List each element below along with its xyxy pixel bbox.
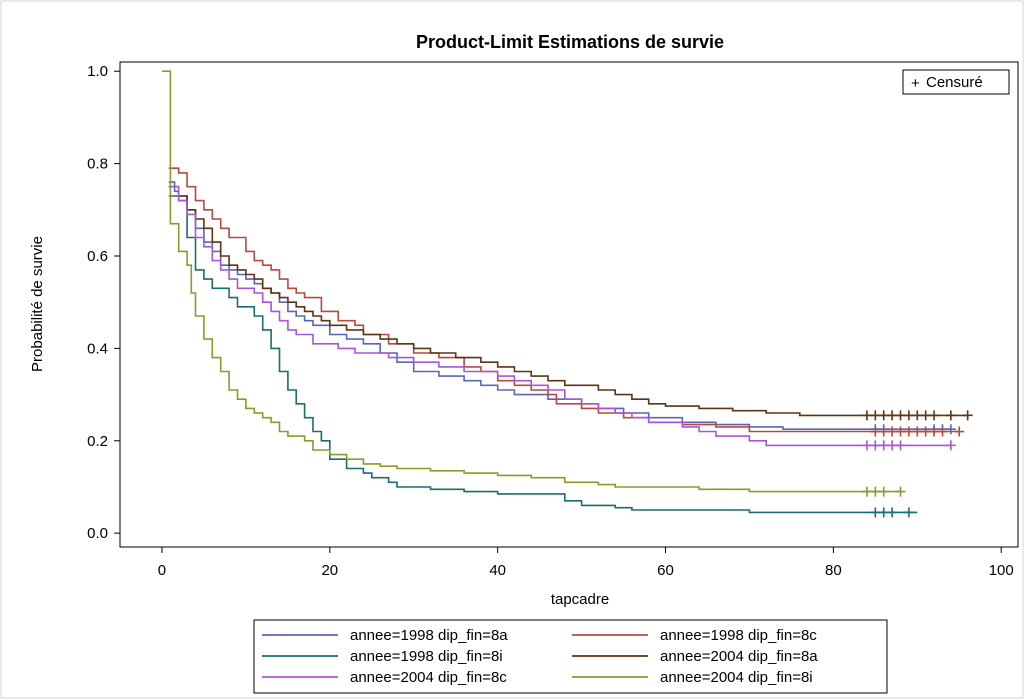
censor-mark	[861, 440, 872, 451]
x-tick-label: 20	[321, 562, 338, 579]
censor-mark	[878, 440, 889, 451]
x-axis-label: tapcadre	[551, 591, 609, 608]
x-axis: 0 20 40 60 80 100	[158, 547, 1014, 579]
censor-mark	[937, 426, 948, 437]
x-tick-label: 60	[657, 562, 674, 579]
series-line	[168, 167, 960, 433]
censor-mark	[861, 410, 872, 421]
censor-mark	[887, 410, 898, 421]
series-layer	[162, 70, 973, 518]
censor-mark	[945, 424, 956, 435]
series-5	[168, 185, 956, 451]
x-tick-label: 80	[825, 562, 842, 579]
legend-box	[253, 619, 888, 694]
censor-mark	[887, 507, 898, 518]
censor-mark	[878, 486, 889, 497]
x-tick-label: 0	[158, 562, 166, 579]
legend-label: annee=1998 dip_fin=8c	[660, 627, 817, 644]
censor-mark	[870, 486, 881, 497]
y-tick-label: 0.6	[87, 248, 108, 265]
legend-label: annee=1998 dip_fin=8a	[350, 627, 508, 644]
series-4	[168, 185, 973, 421]
series-line	[168, 185, 968, 417]
censor-mark	[861, 486, 872, 497]
censor-mark	[870, 426, 881, 437]
y-tick-label: 0.0	[87, 525, 108, 542]
censor-mark	[895, 410, 906, 421]
y-axis: 0.0 0.2 0.4 0.6 0.8 1.0	[87, 63, 120, 542]
series-line	[162, 70, 901, 493]
series-6	[162, 70, 906, 497]
legend: annee=1998 dip_fin=8a annee=1998 dip_fin=…	[253, 619, 888, 694]
series-2	[168, 167, 965, 437]
chart-title: Product-Limit Estimations de survie	[416, 32, 724, 52]
censor-mark	[895, 440, 906, 451]
y-tick-label: 0.8	[87, 156, 108, 173]
series-line	[168, 185, 951, 447]
censor-mark	[878, 426, 889, 437]
censor-mark	[945, 440, 956, 451]
censor-legend: + Censuré	[902, 69, 1010, 95]
censor-mark	[870, 410, 881, 421]
censor-mark	[954, 426, 965, 437]
censor-mark	[920, 426, 931, 437]
series-line	[168, 195, 918, 514]
censor-mark	[887, 440, 898, 451]
censor-legend-symbol: +	[911, 75, 920, 92]
plot-frame	[119, 61, 1019, 548]
censor-mark	[912, 410, 923, 421]
censor-mark	[895, 426, 906, 437]
legend-label: annee=2004 dip_fin=8i	[660, 669, 813, 686]
censor-legend-label: Censuré	[926, 74, 983, 91]
censor-mark	[895, 486, 906, 497]
censor-mark	[903, 426, 914, 437]
censor-mark	[962, 410, 973, 421]
censor-mark	[870, 440, 881, 451]
x-tick-label: 40	[489, 562, 506, 579]
censor-mark	[929, 410, 940, 421]
censor-mark	[929, 426, 940, 437]
x-tick-label: 100	[989, 562, 1014, 579]
y-axis-label: Probabilité de survie	[29, 236, 46, 372]
censor-legend-box	[902, 69, 1010, 95]
censor-mark	[870, 507, 881, 518]
censor-mark	[878, 410, 889, 421]
censor-mark	[945, 410, 956, 421]
legend-label: annee=2004 dip_fin=8a	[660, 648, 818, 665]
censor-mark	[903, 507, 914, 518]
legend-label: annee=2004 dip_fin=8c	[350, 669, 507, 686]
legend-label: annee=1998 dip_fin=8i	[350, 648, 503, 665]
censor-mark	[878, 507, 889, 518]
censor-mark	[912, 426, 923, 437]
censor-mark	[887, 426, 898, 437]
censor-mark	[903, 410, 914, 421]
y-tick-label: 0.2	[87, 433, 108, 450]
y-tick-label: 1.0	[87, 63, 108, 80]
censor-mark	[920, 410, 931, 421]
series-3	[168, 195, 918, 518]
y-tick-label: 0.4	[87, 340, 108, 357]
